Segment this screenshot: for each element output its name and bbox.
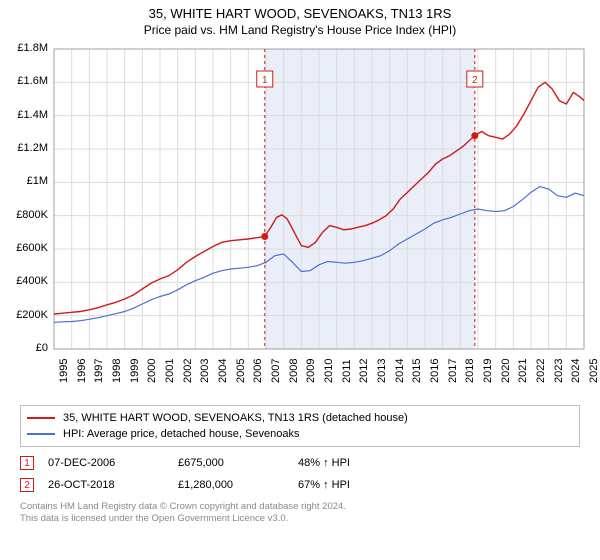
svg-text:1: 1 xyxy=(262,75,268,86)
sale-date: 07-DEC-2006 xyxy=(48,457,178,469)
sale-row: 1 07-DEC-2006£675,00048% ↑ HPI xyxy=(20,453,580,473)
page-subtitle: Price paid vs. HM Land Registry's House … xyxy=(144,23,456,37)
sale-pct: 67% ↑ HPI xyxy=(298,479,408,491)
legend-label: HPI: Average price, detached house, Seve… xyxy=(63,428,299,440)
sales-table: 1 07-DEC-2006£675,00048% ↑ HPI 2 26-OCT-201… xyxy=(20,453,580,497)
footer-attribution: Contains HM Land Registry data © Crown c… xyxy=(20,501,580,525)
legend-swatch xyxy=(27,433,55,435)
sale-price: £675,000 xyxy=(178,457,298,469)
footer-line2: This data is licensed under the Open Gov… xyxy=(20,513,580,525)
legend: 35, WHITE HART WOOD, SEVENOAKS, TN13 1RS… xyxy=(20,405,580,447)
footer-line1: Contains HM Land Registry data © Crown c… xyxy=(20,501,580,513)
sale-price: £1,280,000 xyxy=(178,479,298,491)
legend-item: 35, WHITE HART WOOD, SEVENOAKS, TN13 1RS… xyxy=(27,410,573,426)
price-chart: 12 £0£200K£400K£600K£800K£1M£1.2M£1.4M£1… xyxy=(8,41,592,401)
chart-svg: 12 xyxy=(8,41,592,401)
legend-swatch xyxy=(27,417,55,419)
svg-text:2: 2 xyxy=(472,75,478,86)
sale-marker: 1 xyxy=(20,456,34,470)
page-title: 35, WHITE HART WOOD, SEVENOAKS, TN13 1RS xyxy=(149,6,452,21)
sale-date: 26-OCT-2018 xyxy=(48,479,178,491)
sale-row: 2 26-OCT-2018£1,280,00067% ↑ HPI xyxy=(20,475,580,495)
sale-marker: 2 xyxy=(20,478,34,492)
legend-item: HPI: Average price, detached house, Seve… xyxy=(27,426,573,442)
legend-label: 35, WHITE HART WOOD, SEVENOAKS, TN13 1RS… xyxy=(63,412,408,424)
sale-pct: 48% ↑ HPI xyxy=(298,457,408,469)
